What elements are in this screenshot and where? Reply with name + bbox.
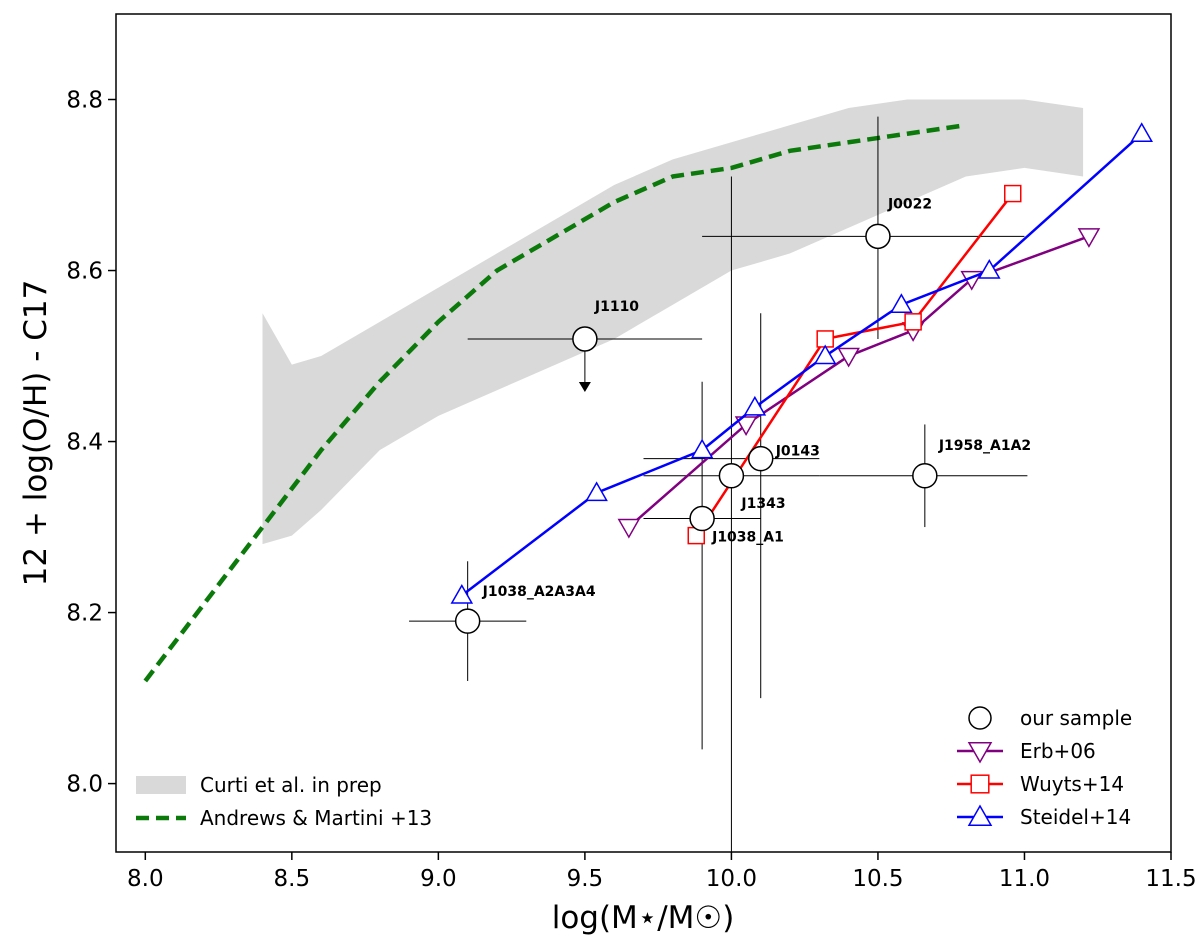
legend-marker-3 — [967, 804, 993, 826]
legend-left: Curti et al. in prep Andrews & Martini +1… — [136, 773, 432, 830]
x-axis: 8.0 8.5 9.0 9.5 10.0 10.5 11.0 11.5 — [127, 852, 1197, 892]
y-tick-label: 8.4 — [66, 430, 103, 456]
plot-area: J0022 J1110 J0143 J1343 J1958_A1A2 J1038_A1 J1… — [143, 99, 1153, 852]
y-tick-label: 8.0 — [66, 772, 103, 798]
series-line-steidel-14 — [461, 132, 1143, 597]
legend-marker-0 — [968, 706, 992, 730]
y-axis: 8.0 8.2 8.4 8.6 8.8 — [66, 88, 116, 798]
x-tick-label: 9.0 — [420, 866, 457, 892]
sample-point — [912, 463, 938, 489]
sample-point — [689, 505, 715, 532]
x-tick-label: 11.5 — [1145, 866, 1196, 892]
point-label: J1038_A1 — [711, 530, 784, 546]
point-label: J0022 — [887, 196, 932, 212]
series-point-steidel-14 — [450, 583, 474, 604]
series-point-steidel-14 — [585, 481, 608, 502]
plot-frame — [115, 13, 1172, 853]
point-label: J0143 — [775, 444, 820, 460]
series-point-erb-06 — [1077, 228, 1101, 248]
sample-point — [454, 608, 481, 634]
y-tick-label: 8.6 — [66, 259, 103, 285]
point-label: J1038_A2A3A4 — [482, 584, 596, 600]
legend-label-curti: Curti et al. in prep — [200, 773, 382, 797]
y-tick-label: 8.8 — [66, 88, 103, 114]
series-point-erb-06 — [617, 518, 641, 539]
legend-label-andrews: Andrews & Martini +13 — [200, 806, 432, 830]
legend-label-2: Wuyts+14 — [1020, 772, 1124, 796]
series-point-steidel-14 — [1130, 122, 1153, 142]
sample-point — [865, 223, 891, 250]
x-tick-label: 8.0 — [127, 866, 164, 892]
series-point-erb-06 — [837, 347, 860, 368]
series-point-wuyts-14 — [904, 313, 922, 331]
x-tick-label: 11.0 — [999, 866, 1050, 892]
point-label: J1343 — [740, 496, 785, 512]
series-point-steidel-14 — [690, 438, 714, 459]
sample-point — [572, 326, 598, 352]
series-point-erb-06 — [734, 416, 758, 436]
sample-point — [718, 463, 745, 489]
legend-swatch-curti — [136, 776, 186, 794]
point-label: J1958_A1A2 — [938, 438, 1031, 454]
legend-marker-1 — [967, 742, 993, 764]
series-point-steidel-14 — [978, 259, 1001, 279]
series-point-wuyts-14 — [1004, 184, 1022, 203]
x-tick-label: 10.5 — [852, 866, 903, 892]
legend-marker-2 — [970, 774, 990, 794]
legend-right: our sample Erb+06 Wuyts+14 Steidel+14 — [957, 706, 1132, 829]
series-point-steidel-14 — [813, 344, 837, 365]
point-label: J1110 — [594, 299, 639, 315]
series-point-steidel-14 — [890, 293, 913, 313]
legend-label-3: Steidel+14 — [1020, 805, 1131, 829]
legend-label-1: Erb+06 — [1020, 739, 1096, 763]
sample-point — [747, 445, 774, 472]
y-tick-label: 8.2 — [66, 601, 103, 627]
series-line-wuyts-14 — [695, 192, 1014, 537]
y-axis-label: 12 + log(O/H) - C17 — [18, 280, 54, 587]
series-point-steidel-14 — [743, 395, 767, 416]
andrews-martini-curve — [143, 122, 967, 683]
x-axis-label: log(M⋆/M☉) — [552, 900, 735, 936]
x-tick-label: 8.5 — [274, 866, 311, 892]
x-tick-label: 10.0 — [706, 866, 757, 892]
legend-label-0: our sample — [1020, 706, 1132, 730]
x-tick-label: 9.5 — [567, 866, 604, 892]
upper-limit-arrow — [578, 381, 591, 392]
